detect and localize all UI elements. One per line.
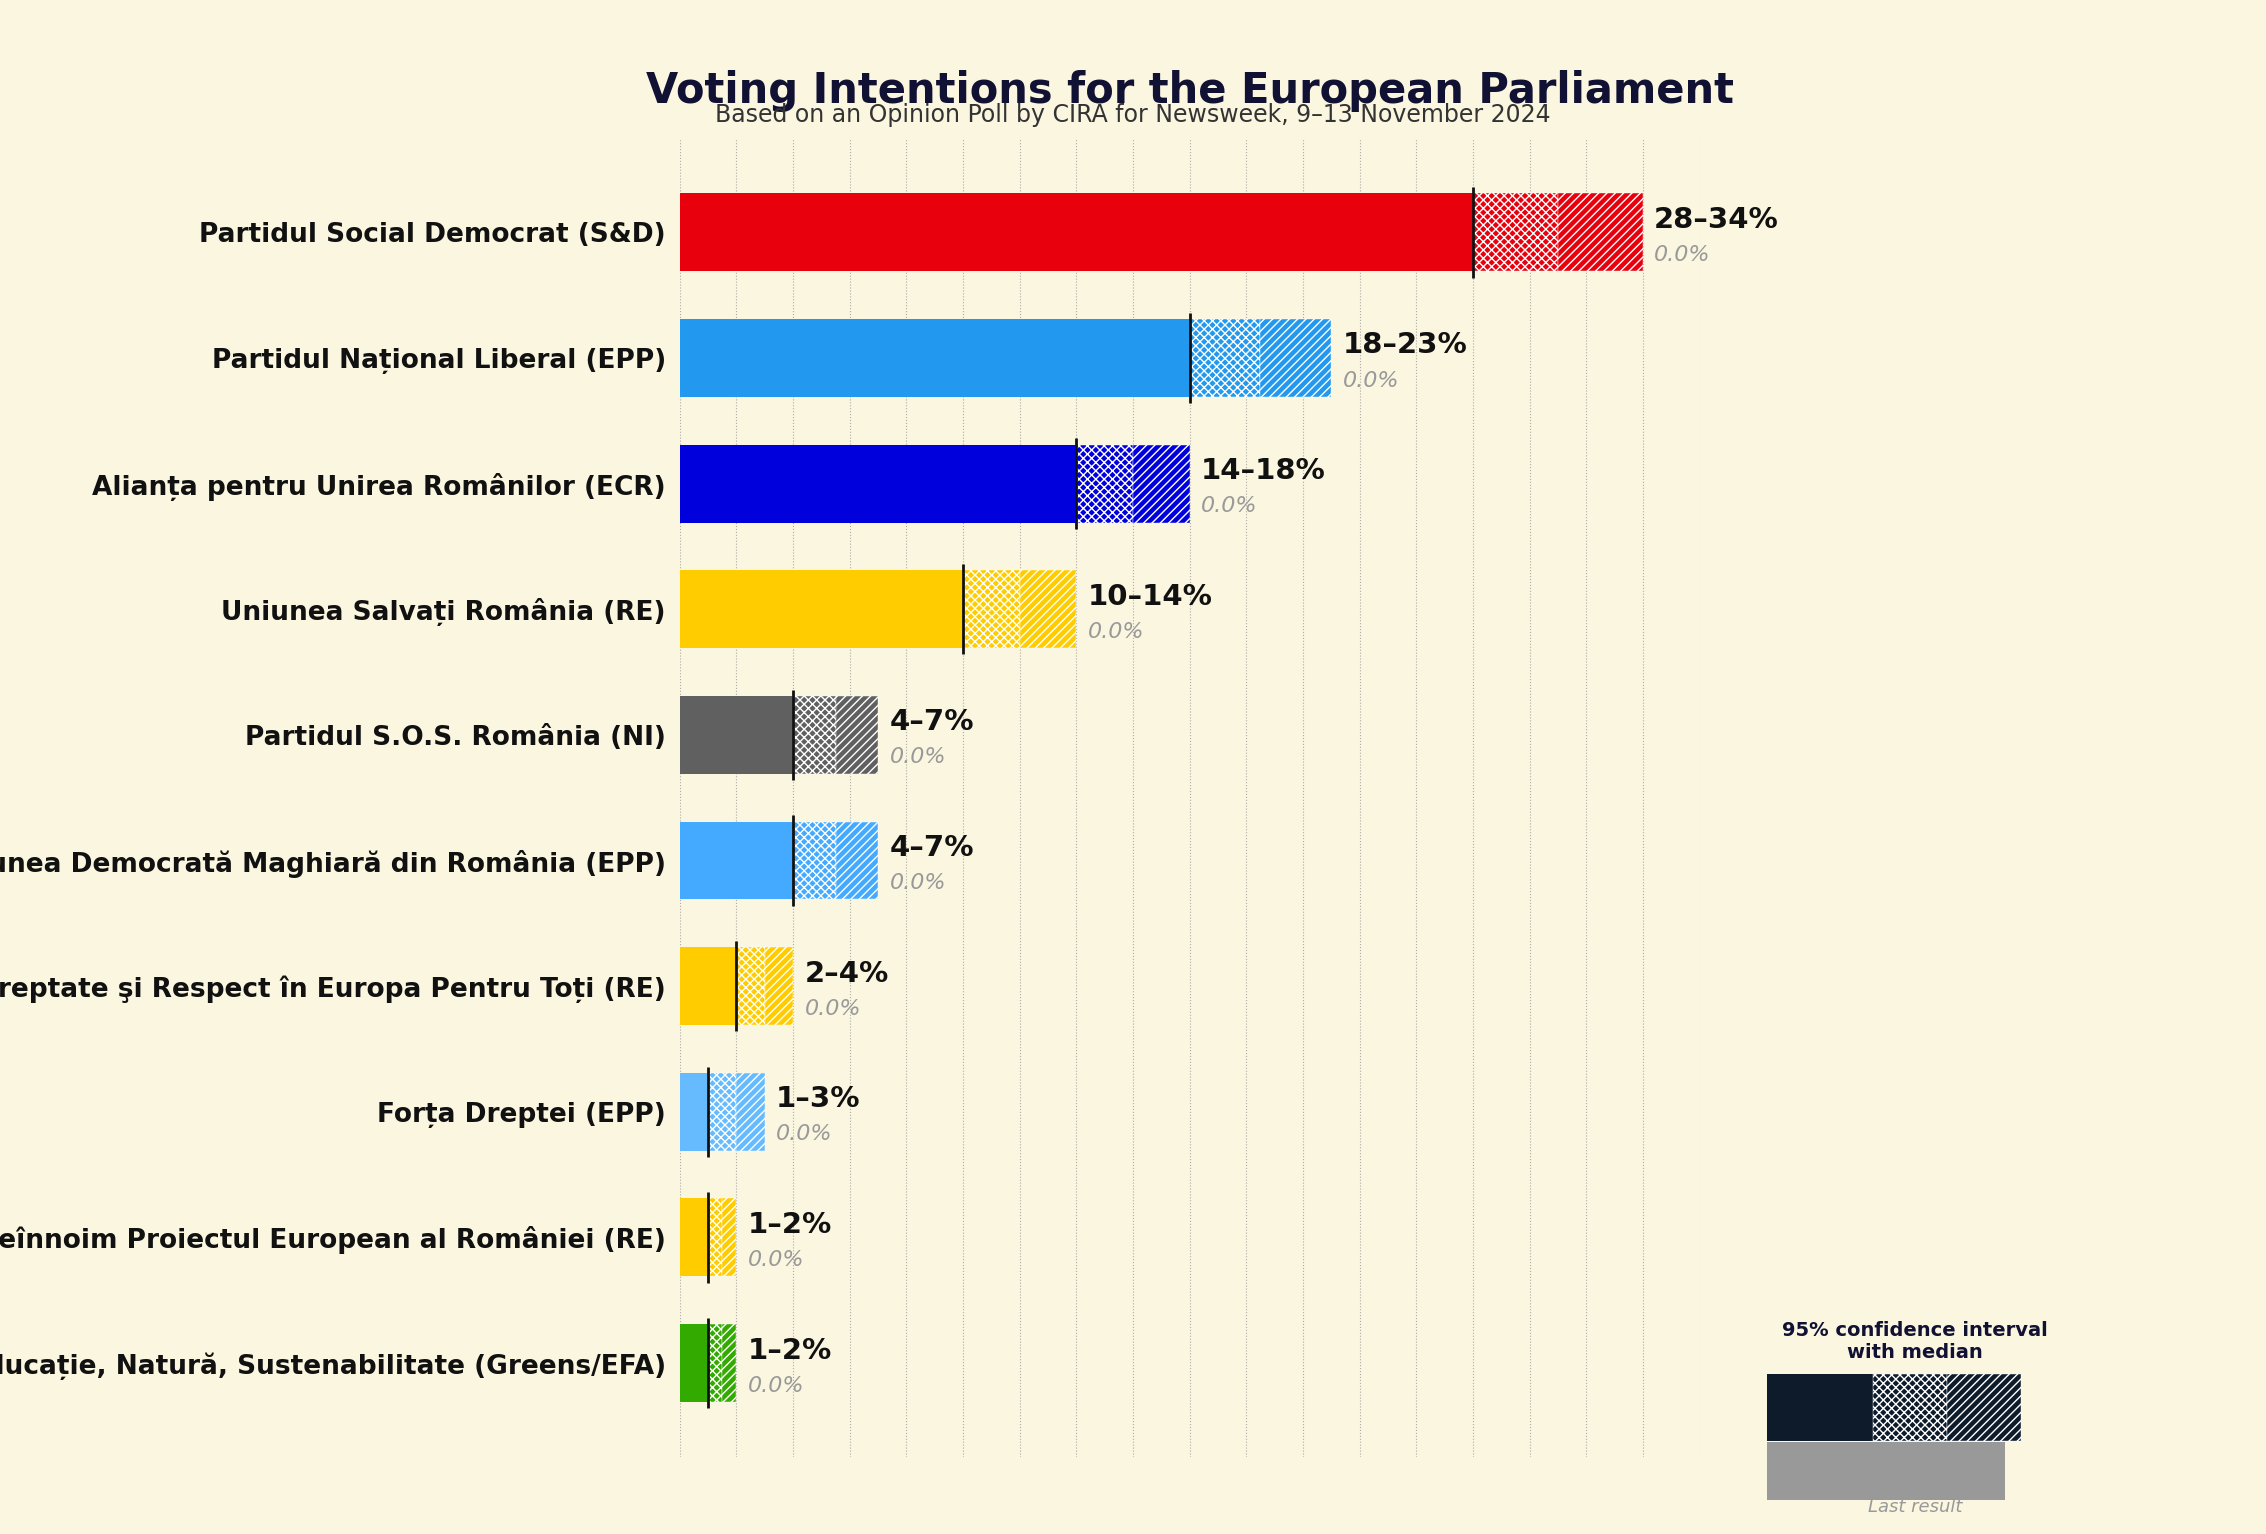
Text: Based on an Opinion Poll by CIRA for Newsweek, 9–13 November 2024: Based on an Opinion Poll by CIRA for New… bbox=[716, 103, 1550, 127]
Bar bbox=[1020, 571, 1076, 649]
Text: 0.0%: 0.0% bbox=[888, 747, 945, 767]
Bar bbox=[680, 822, 793, 899]
Text: 10–14%: 10–14% bbox=[1088, 583, 1212, 611]
Bar bbox=[1874, 1374, 1946, 1442]
Bar bbox=[1190, 319, 1260, 397]
Bar bbox=[723, 1324, 736, 1402]
Bar bbox=[793, 696, 836, 773]
Bar bbox=[707, 1198, 723, 1276]
Bar bbox=[1076, 445, 1133, 523]
Text: 4–7%: 4–7% bbox=[888, 834, 974, 862]
Text: 28–34%: 28–34% bbox=[1654, 206, 1779, 233]
Bar bbox=[1767, 1374, 1874, 1442]
Text: 1–2%: 1–2% bbox=[748, 1336, 832, 1365]
Bar bbox=[793, 822, 836, 899]
Bar bbox=[1473, 193, 1559, 272]
Bar bbox=[680, 1324, 707, 1402]
Bar bbox=[963, 571, 1020, 649]
Text: 0.0%: 0.0% bbox=[1088, 621, 1144, 641]
Bar bbox=[680, 1072, 707, 1150]
Text: 4–7%: 4–7% bbox=[888, 709, 974, 736]
Bar bbox=[707, 1324, 723, 1402]
Bar bbox=[766, 946, 793, 1025]
Bar bbox=[680, 696, 793, 773]
Bar bbox=[680, 319, 1190, 397]
Text: 0.0%: 0.0% bbox=[1654, 245, 1711, 265]
Bar bbox=[836, 822, 879, 899]
Bar bbox=[707, 1072, 736, 1150]
Bar bbox=[736, 946, 766, 1025]
Text: 0.0%: 0.0% bbox=[748, 1376, 804, 1396]
Text: 18–23%: 18–23% bbox=[1341, 331, 1468, 359]
Bar bbox=[723, 1198, 736, 1276]
Bar bbox=[836, 696, 879, 773]
Bar bbox=[1946, 1374, 2021, 1442]
Bar bbox=[1133, 445, 1190, 523]
Bar bbox=[680, 571, 963, 649]
Bar bbox=[680, 946, 736, 1025]
Bar bbox=[1559, 193, 1643, 272]
Text: Last result: Last result bbox=[1867, 1497, 1962, 1516]
Title: Voting Intentions for the European Parliament: Voting Intentions for the European Parli… bbox=[646, 71, 1733, 112]
Text: 0.0%: 0.0% bbox=[1341, 371, 1398, 391]
Text: 0.0%: 0.0% bbox=[775, 1124, 832, 1144]
Text: 0.0%: 0.0% bbox=[888, 873, 945, 893]
Text: 1–3%: 1–3% bbox=[775, 1085, 861, 1114]
Text: 2–4%: 2–4% bbox=[804, 960, 888, 988]
Bar bbox=[680, 193, 1473, 272]
Text: 0.0%: 0.0% bbox=[804, 999, 861, 1019]
Text: 95% confidence interval
with median: 95% confidence interval with median bbox=[1781, 1321, 2048, 1362]
Bar bbox=[736, 1072, 766, 1150]
Bar bbox=[1260, 319, 1332, 397]
Text: 14–18%: 14–18% bbox=[1201, 457, 1326, 485]
Text: 1–2%: 1–2% bbox=[748, 1210, 832, 1239]
Bar bbox=[680, 445, 1076, 523]
Text: 0.0%: 0.0% bbox=[748, 1250, 804, 1270]
Text: 0.0%: 0.0% bbox=[1201, 495, 1258, 515]
Bar bbox=[680, 1198, 707, 1276]
